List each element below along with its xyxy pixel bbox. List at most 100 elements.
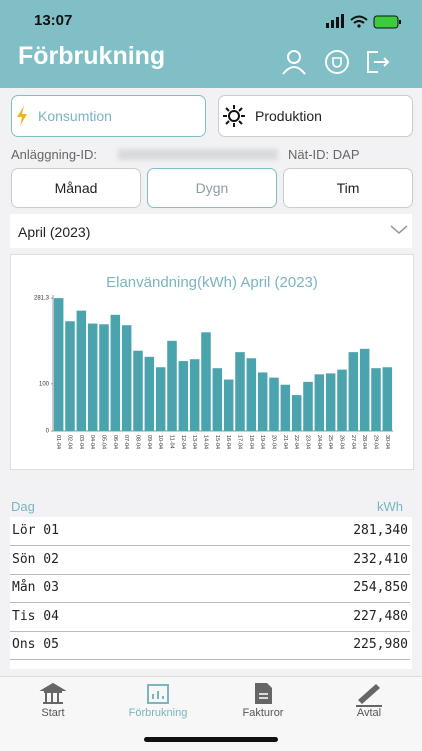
x-tick-label: 04-04 <box>89 435 95 449</box>
x-tick-label: 01-04 <box>55 435 61 449</box>
bar <box>99 324 109 431</box>
tab-consumption[interactable]: Förbrukning <box>128 707 188 719</box>
x-tick-label: 02-04 <box>67 435 73 449</box>
bar <box>269 377 279 431</box>
x-tick-label: 18-04 <box>248 435 254 449</box>
x-tick-label: 26-04 <box>339 435 345 449</box>
x-tick-label: 25-04 <box>327 435 333 449</box>
tab-label: Tim <box>336 180 360 196</box>
bar <box>121 325 132 431</box>
bar <box>155 367 166 431</box>
bar <box>76 310 87 431</box>
bar <box>371 368 381 431</box>
bar <box>178 361 189 431</box>
x-tick-label: 11-04 <box>169 435 175 449</box>
bar <box>189 359 200 431</box>
kwh-cell: 227,480 <box>353 608 408 624</box>
tab-month[interactable]: Månad <box>11 168 141 208</box>
x-tick-label: 08-04 <box>135 435 141 449</box>
x-tick-label: 14-04 <box>203 435 209 449</box>
tab-contract[interactable]: Avtal <box>356 707 382 719</box>
x-tick-label: 05-04 <box>101 435 107 449</box>
bar <box>246 358 257 431</box>
x-tick-label: 28-04 <box>361 435 367 449</box>
day-cell: Lör 01 <box>12 523 59 538</box>
x-tick-label: 12-04 <box>180 435 186 449</box>
header-icons[interactable] <box>280 48 400 76</box>
table: Lör 01 281,340 Sön 02 232,410 Mån 03 254,850 T… <box>10 517 412 669</box>
x-tick-label: 03-04 <box>78 435 84 449</box>
day-cell: Mån 03 <box>12 580 59 595</box>
day-cell: Sön 02 <box>12 551 59 567</box>
tab-start[interactable]: Start <box>41 707 65 719</box>
kwh-cell: 281,340 <box>353 523 408 538</box>
consumption-label: Konsumtion <box>38 108 112 124</box>
bar <box>359 348 370 431</box>
production-toggle[interactable]: Produktion <box>218 95 413 137</box>
col-day: Dag <box>11 499 35 514</box>
x-tick-label: 27-04 <box>350 435 356 449</box>
month-select[interactable]: April (2023) <box>10 214 412 248</box>
x-tick-label: 15-04 <box>214 435 220 449</box>
status-time: 13:07 <box>34 12 73 29</box>
x-tick-label: 13-04 <box>191 435 197 449</box>
bar <box>257 372 268 431</box>
month-label: April (2023) <box>18 224 91 240</box>
bolt-icon <box>17 106 27 126</box>
bar <box>144 356 155 431</box>
day-cell: Ons 05 <box>12 637 59 652</box>
tabbar-icons <box>39 682 382 707</box>
facility-id: Anläggning-ID: <box>11 147 97 162</box>
chart-title: Elanvändning(kWh) April (2023) <box>106 274 318 291</box>
page-title: Förbrukning <box>18 42 166 70</box>
bar <box>212 368 223 431</box>
status-icons <box>326 14 401 29</box>
x-tick-label: 30-04 <box>384 435 390 449</box>
bar <box>223 379 234 431</box>
chart: Elanvändning(kWh) April (2023) 0 100 281,3… <box>10 254 414 470</box>
bar <box>382 367 393 431</box>
chevron <box>390 225 408 234</box>
bar <box>87 323 98 431</box>
home-indicator <box>144 737 278 742</box>
tab-label: Månad <box>54 180 98 196</box>
bar <box>280 384 291 431</box>
kwh-cell: 232,410 <box>353 551 408 567</box>
bar <box>291 395 302 431</box>
x-tick-label: 22-04 <box>293 435 299 449</box>
bar <box>303 381 313 431</box>
x-tick-label: 21-04 <box>282 435 288 449</box>
tab-invoices[interactable]: Fakturor <box>242 707 284 719</box>
day-cell: Tis 04 <box>12 608 59 624</box>
grid-id: Nät-ID: DAP <box>288 147 360 162</box>
tab-hour[interactable]: Tim <box>283 168 413 208</box>
tab-day[interactable]: Dygn <box>147 168 277 208</box>
table-row: Ons 05 225,980 <box>10 631 410 660</box>
bar <box>348 352 359 431</box>
x-tick-label: 20-04 <box>271 435 277 449</box>
x-tick-label: 16-04 <box>225 435 231 449</box>
bar <box>235 352 245 431</box>
blurred-id <box>118 149 278 160</box>
bar <box>314 374 325 431</box>
table-row: Lör 01 281,340 <box>10 517 410 546</box>
bar <box>337 369 347 431</box>
y-tick-label: 281,3 <box>34 296 50 302</box>
x-tick-label: 09-04 <box>146 435 152 449</box>
header <box>0 0 422 88</box>
sun-icon <box>223 105 245 127</box>
col-kwh: kWh <box>377 499 403 514</box>
table-row: Sön 02 232,410 <box>10 546 410 575</box>
x-tick-label: 29-04 <box>373 435 379 449</box>
tab-label: Dygn <box>195 180 229 196</box>
kwh-cell: 225,980 <box>353 637 408 652</box>
bar <box>325 373 336 431</box>
bar <box>167 340 177 431</box>
bar <box>201 332 211 431</box>
x-tick-label: 10-04 <box>157 435 163 449</box>
bar <box>53 298 64 431</box>
x-tick-label: 24-04 <box>316 435 322 449</box>
kwh-cell: 254,850 <box>353 580 408 595</box>
consumption-toggle[interactable]: Konsumtion <box>11 95 206 137</box>
